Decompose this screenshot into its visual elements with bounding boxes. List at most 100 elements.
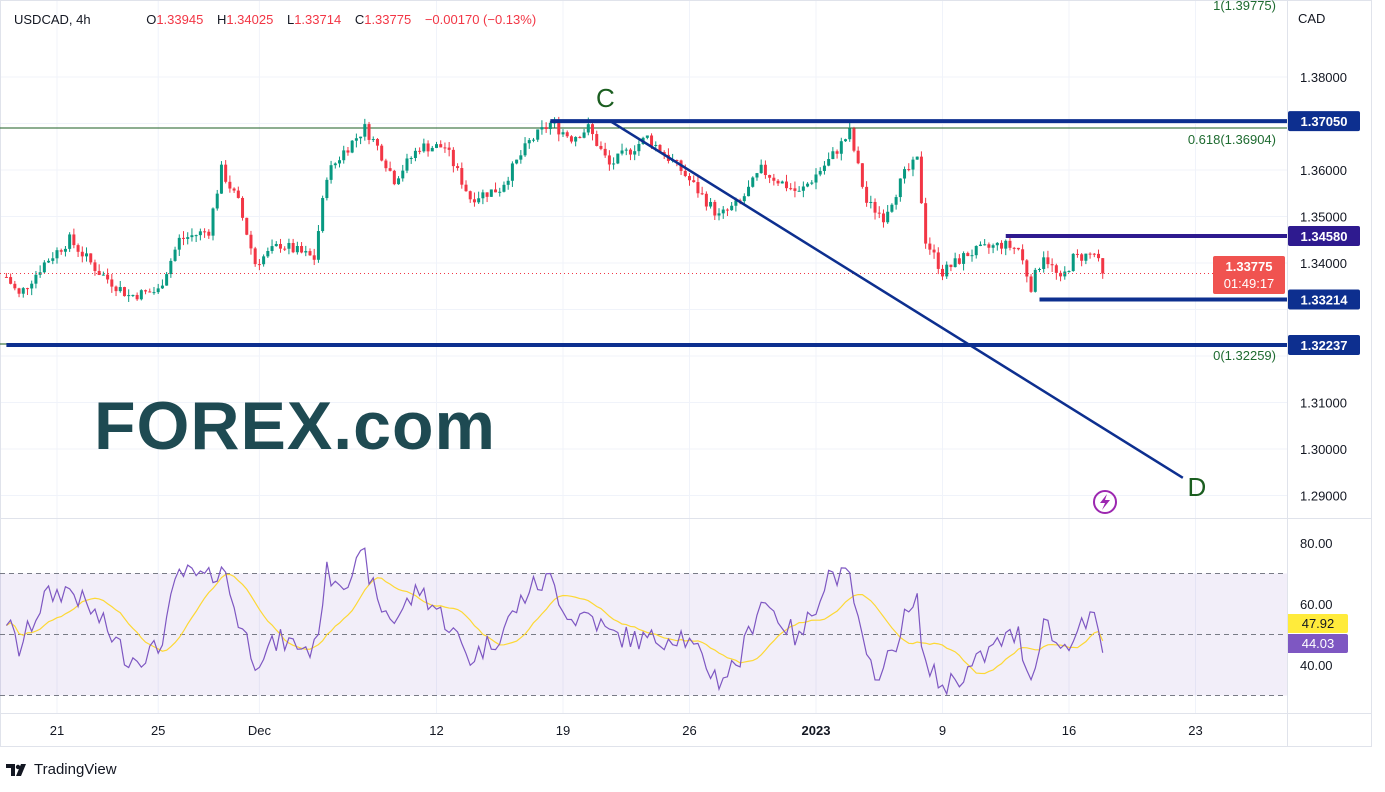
candle-body <box>156 288 160 293</box>
candle-body <box>97 270 101 276</box>
candle-body <box>540 127 544 130</box>
candle-body <box>1075 253 1079 255</box>
candle-body <box>392 170 396 185</box>
candle-body <box>645 135 649 138</box>
price-tick-label: 1.38000 <box>1300 70 1347 85</box>
grid <box>0 0 1287 713</box>
candle-body <box>957 258 961 264</box>
candle-body <box>287 243 291 249</box>
candle-body <box>544 127 548 130</box>
candle-body <box>1054 265 1058 273</box>
candle-body <box>397 178 401 185</box>
candle-body <box>1046 257 1050 265</box>
candle-body <box>688 175 691 181</box>
rsi-tick-label: 40.00 <box>1300 658 1333 673</box>
candle-body <box>978 244 982 246</box>
candle-body <box>966 253 970 257</box>
candle-body <box>13 283 17 289</box>
candle-body <box>624 149 628 151</box>
current-price-tag: 1.33775 01:49:17 <box>1213 256 1285 294</box>
change-value: −0.00170 (−0.13%) <box>424 12 537 27</box>
rsi-line <box>5 547 1104 696</box>
candle-body <box>333 163 337 166</box>
candle-body <box>801 186 805 191</box>
tradingview-icon <box>6 763 26 776</box>
candle-body <box>1016 247 1020 250</box>
candle-body <box>919 156 923 204</box>
candle-body <box>650 135 654 146</box>
candle-body <box>110 279 114 287</box>
lightning-icon[interactable] <box>1093 490 1117 514</box>
candle-body <box>983 244 987 246</box>
candle-body <box>1042 257 1046 269</box>
candle-body <box>877 212 881 214</box>
candle-body <box>860 163 864 187</box>
candle-body <box>59 250 63 252</box>
rsi-tick-label: 60.00 <box>1300 597 1333 612</box>
candle-body <box>232 188 236 191</box>
candle-body <box>17 288 21 294</box>
time-tick-label: 2023 <box>802 723 831 738</box>
candle-body <box>747 186 751 197</box>
candle-body <box>63 248 67 252</box>
time-tick-label: 26 <box>682 723 696 738</box>
candle-body <box>970 255 974 257</box>
candle-body <box>806 183 810 187</box>
price-tick-label: 1.30000 <box>1300 442 1347 457</box>
candle-body <box>502 184 506 192</box>
candle-body <box>55 250 59 259</box>
tradingview-logo[interactable]: TradingView <box>6 761 117 778</box>
candle-body <box>734 200 738 206</box>
candle-body <box>346 150 350 153</box>
time-tick-label: 9 <box>939 723 946 738</box>
current-price-value: 1.33775 <box>1225 259 1273 274</box>
candle-body <box>924 203 928 244</box>
candle-body <box>122 287 126 297</box>
candle-body <box>869 201 873 203</box>
candle-body <box>236 190 240 198</box>
symbol-label[interactable]: USDCAD, 4h <box>14 12 91 27</box>
candle-body <box>274 243 278 247</box>
candle-body <box>506 180 510 185</box>
candle-body <box>312 255 316 260</box>
tradingview-brand: TradingView <box>34 761 117 778</box>
candle-body <box>426 143 430 152</box>
candle-body <box>565 132 569 137</box>
level-price-tag <box>1288 289 1360 310</box>
candle-body <box>527 140 531 144</box>
cd-trendline <box>609 120 1184 479</box>
candle-body <box>460 168 464 185</box>
candle-body <box>1029 276 1033 292</box>
candle-body <box>658 144 662 153</box>
candle-body <box>856 150 860 164</box>
candle-body <box>763 164 767 176</box>
candle-body <box>704 193 708 207</box>
candle-body <box>447 147 451 150</box>
candle-body <box>283 248 287 250</box>
candle-body <box>603 148 607 156</box>
point-d-label: D <box>1187 472 1206 502</box>
level-price-tag <box>1288 334 1360 355</box>
candle-body <box>72 234 76 246</box>
candle-body <box>936 252 940 269</box>
rsi-ma-tag: 47.92 <box>1288 614 1348 633</box>
candle-body <box>219 164 223 194</box>
candle-body <box>169 260 173 275</box>
symbol-legend: USDCAD, 4h O1.33945 H1.34025 L1.33714 C1… <box>14 12 537 27</box>
candle-body <box>810 182 814 184</box>
candle-body <box>776 180 780 184</box>
candle-body <box>371 139 375 141</box>
candle-body <box>915 156 919 160</box>
candle-body <box>557 122 561 135</box>
level-price-tag <box>1288 111 1360 132</box>
candle-body <box>561 132 565 135</box>
candle-body <box>456 166 460 169</box>
candle-body <box>1088 253 1092 255</box>
candle-body <box>515 159 519 164</box>
lightning-icon-circle <box>1093 490 1117 514</box>
candle-body <box>586 124 590 133</box>
candle-body <box>873 201 877 213</box>
candle-body <box>363 124 367 137</box>
candle-body <box>591 124 595 135</box>
